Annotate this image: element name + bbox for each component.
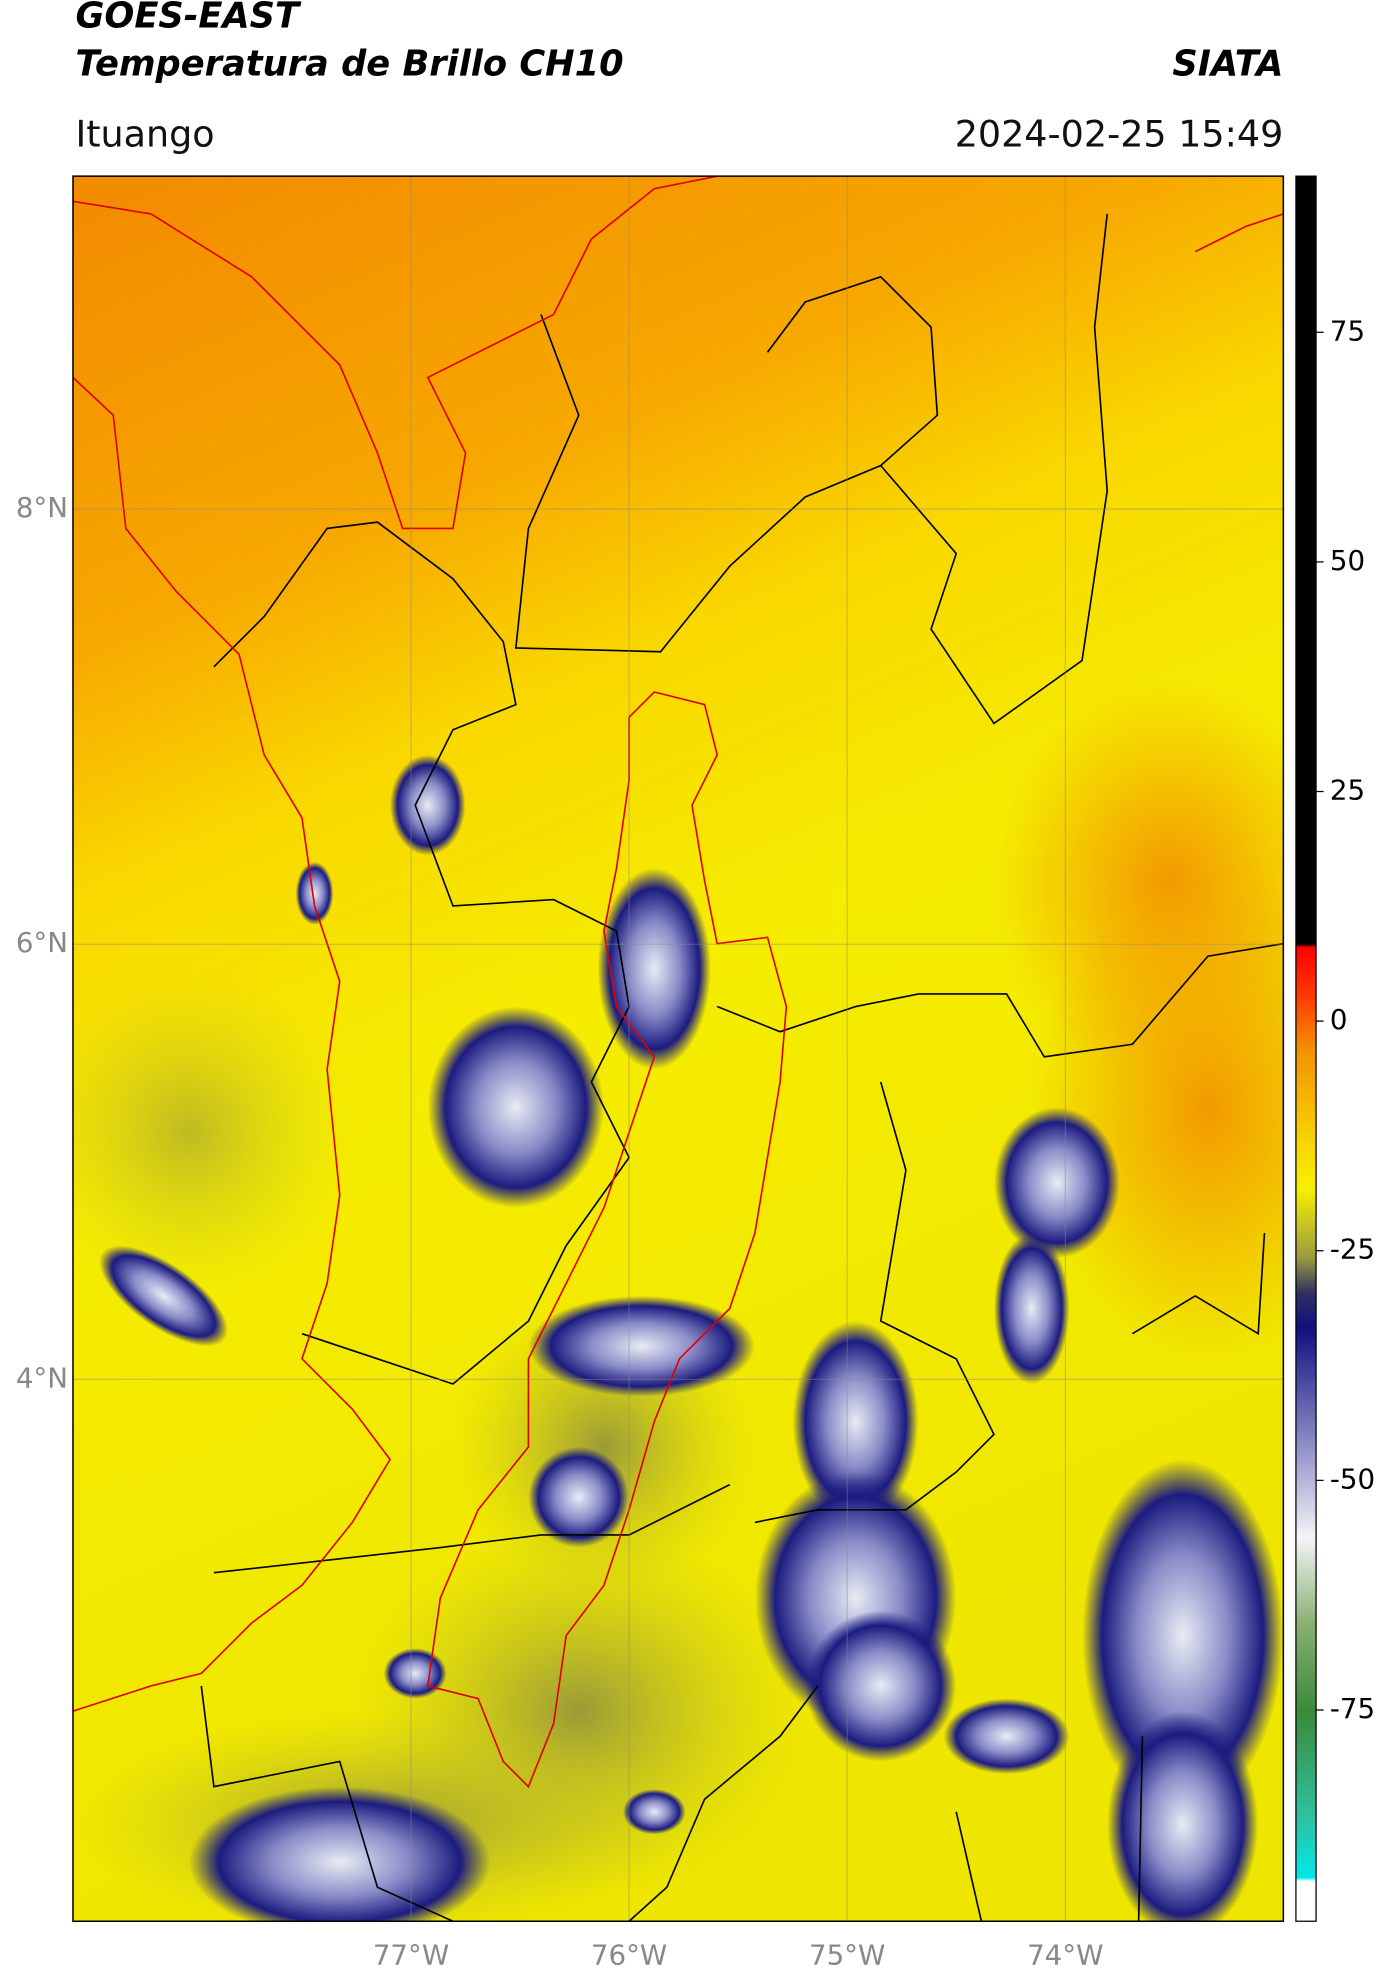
title: GOES-EAST: [75, 0, 302, 37]
lon-label: 75°W: [809, 1938, 885, 1971]
satellite-image: [72, 176, 1284, 1922]
lat-label: 8°N: [16, 491, 68, 524]
colorbar-tick-label: -75: [1330, 1692, 1375, 1725]
lon-label: 76°W: [591, 1938, 667, 1971]
colorbar-tick-label: 75: [1330, 314, 1365, 347]
map-frame: [72, 175, 1285, 1922]
lon-label: 77°W: [373, 1938, 449, 1971]
colorbar-tick-label: 0: [1330, 1003, 1348, 1036]
lat-label: 4°N: [16, 1361, 68, 1394]
colorbar-tick-label: 25: [1330, 774, 1365, 807]
colorbar-tick-label: -50: [1330, 1462, 1375, 1495]
colorbar-tick-label: 50: [1330, 544, 1365, 577]
graticule: [72, 176, 1284, 1922]
brand: SIATA: [1172, 43, 1283, 84]
datetime: 2024-02-25 15:49: [955, 112, 1284, 155]
colorbar-tick-label: -25: [1330, 1233, 1375, 1266]
region: Ituango: [75, 112, 214, 155]
colorbar: [1295, 175, 1317, 1922]
subtitle: Temperatura de Brillo CH10: [75, 43, 623, 84]
lon-label: 74°W: [1027, 1938, 1103, 1971]
lat-label: 6°N: [16, 926, 68, 959]
